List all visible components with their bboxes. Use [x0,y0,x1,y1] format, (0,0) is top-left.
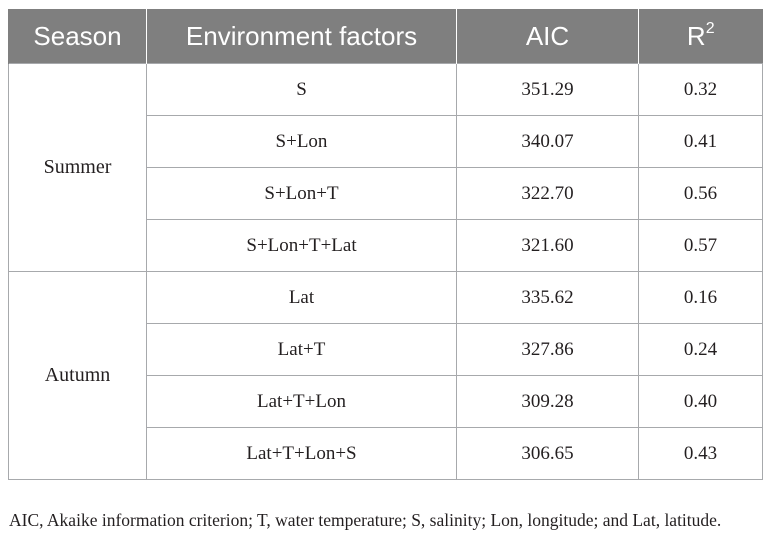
table-body: Summer S 351.29 0.32 S+Lon 340.07 0.41 S… [8,63,763,480]
r2-cell: 0.43 [638,427,763,480]
results-table: Season Environment factors AIC R2 Summer… [8,9,763,480]
aic-cell: 335.62 [456,271,639,324]
aic-cell: 309.28 [456,375,639,428]
r2-cell: 0.41 [638,115,763,168]
results-table-container: Season Environment factors AIC R2 Summer… [8,9,763,480]
factors-cell: S+Lon+T+Lat [146,219,457,272]
r2-cell: 0.40 [638,375,763,428]
r2-cell: 0.24 [638,323,763,376]
r2-cell: 0.56 [638,167,763,220]
r2-cell: 0.16 [638,271,763,324]
factors-cell: S+Lon+T [146,167,457,220]
table-row: Lat+T+Lon 309.28 0.40 [9,375,763,428]
season-cell-autumn: Autumn [8,271,147,480]
table-row: S+Lon+T+Lat 321.60 0.57 [9,219,763,272]
factors-cell: Lat+T [146,323,457,376]
aic-cell: 351.29 [456,63,639,116]
table-row: Summer S 351.29 0.32 [8,63,763,272]
table-row: Lat+T 327.86 0.24 [9,323,763,376]
table-row: S+Lon 340.07 0.41 [9,115,763,168]
aic-cell: 340.07 [456,115,639,168]
table-row: S+Lon+T 322.70 0.56 [9,167,763,220]
factors-cell: Lat+T+Lon+S [146,427,457,480]
header-r2-base: R [686,20,706,51]
table-row: Lat+T+Lon+S 306.65 0.43 [9,427,763,480]
aic-cell: 321.60 [456,219,639,272]
aic-cell: 322.70 [456,167,639,220]
table-row: Autumn Lat 335.62 0.16 [8,271,763,480]
aic-cell: 306.65 [456,427,639,480]
season-cell-summer: Summer [8,63,147,272]
header-row: Season Environment factors AIC R2 [8,9,763,64]
factors-cell: Lat [146,271,457,324]
aic-cell: 327.86 [456,323,639,376]
header-aic: AIC [456,9,639,64]
header-environment-factors: Environment factors [146,9,457,64]
factors-cell: S+Lon [146,115,457,168]
header-r2: R2 [638,9,763,64]
factors-cell: Lat+T+Lon [146,375,457,428]
table-header: Season Environment factors AIC R2 [8,9,763,64]
header-season: Season [8,9,147,64]
r2-cell: 0.57 [638,219,763,272]
factors-cell: S [146,63,457,116]
table-footnote: AIC, Akaike information criterion; T, wa… [9,509,722,530]
r2-cell: 0.32 [638,63,763,116]
header-r2-superscript: 2 [705,19,715,37]
